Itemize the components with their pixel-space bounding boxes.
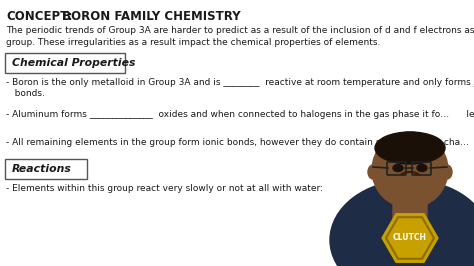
Text: - All remaining elements in the group form ionic bonds, however they do contain : - All remaining elements in the group fo… (6, 138, 474, 147)
Ellipse shape (330, 180, 474, 266)
Text: - Aluminum forms ______________  oxides and when connected to halogens in the ga: - Aluminum forms ______________ oxides a… (6, 110, 474, 119)
Ellipse shape (442, 165, 452, 179)
FancyBboxPatch shape (393, 188, 427, 222)
Circle shape (372, 132, 448, 208)
Text: group. These irregularities as a result impact the chemical properties of elemen: group. These irregularities as a result … (6, 38, 380, 47)
Text: bonds.: bonds. (6, 89, 45, 98)
Text: CLUTCH: CLUTCH (393, 234, 427, 243)
Text: CONCEPT:: CONCEPT: (6, 10, 73, 23)
Text: Chemical Properties: Chemical Properties (12, 58, 136, 68)
Ellipse shape (393, 164, 403, 172)
Text: - Boron is the only metalloid in Group 3A and is ________  reactive at room temp: - Boron is the only metalloid in Group 3… (6, 78, 474, 87)
Ellipse shape (417, 164, 427, 172)
Text: BORON FAMILY CHEMISTRY: BORON FAMILY CHEMISTRY (58, 10, 241, 23)
Ellipse shape (375, 132, 445, 164)
FancyBboxPatch shape (5, 159, 87, 179)
FancyBboxPatch shape (5, 53, 125, 73)
Text: - Elements within this group react very slowly or not at all with water:: - Elements within this group react very … (6, 184, 323, 193)
Ellipse shape (368, 165, 378, 179)
Text: The periodic trends of Group 3A are harder to predict as a result of the inclusi: The periodic trends of Group 3A are hard… (6, 26, 474, 35)
Text: Reactions: Reactions (12, 164, 72, 174)
